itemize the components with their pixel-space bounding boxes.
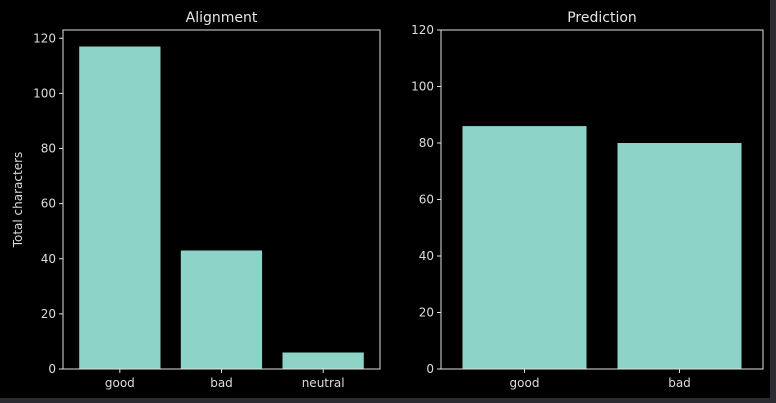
x-tick-label: neutral (302, 376, 345, 390)
y-tick-label: 120 (411, 23, 434, 37)
y-tick-label: 0 (48, 362, 56, 376)
bar-good (462, 126, 587, 369)
y-tick-label: 120 (33, 31, 56, 45)
bar-good (79, 46, 161, 369)
y-axis-label: Total characters (11, 152, 25, 249)
x-tick-label: bad (668, 376, 691, 390)
y-tick-label: 60 (41, 197, 56, 211)
y-tick-label: 100 (33, 86, 56, 100)
y-tick-label: 20 (419, 306, 434, 320)
y-tick-label: 60 (419, 193, 434, 207)
chart-panel-1: good bad neutral 0 20 40 60 80 100 120 Alignment To… (11, 10, 381, 390)
axes-frame (440, 29, 764, 370)
y-tick-label: 0 (426, 362, 434, 376)
y-tick-label: 40 (41, 252, 56, 266)
y-tick-label: 100 (411, 80, 434, 94)
y-tick-label: 40 (419, 249, 434, 263)
x-tick-label: good (510, 376, 540, 390)
x-tick-label: bad (210, 376, 233, 390)
y-tick-label: 80 (41, 142, 56, 156)
chart-panel-2: good bad 0 20 40 60 80 100 120 Prediction (411, 10, 764, 390)
y-tick-label: 80 (419, 136, 434, 150)
chart-title: Alignment (186, 10, 258, 26)
chart-title: Prediction (567, 10, 637, 26)
bar-bad (617, 143, 742, 369)
bar-bad (180, 250, 263, 369)
bar-neutral (282, 352, 364, 369)
axes-frame (62, 29, 381, 370)
y-tick-label: 20 (41, 307, 56, 321)
x-tick-label: good (105, 376, 135, 390)
